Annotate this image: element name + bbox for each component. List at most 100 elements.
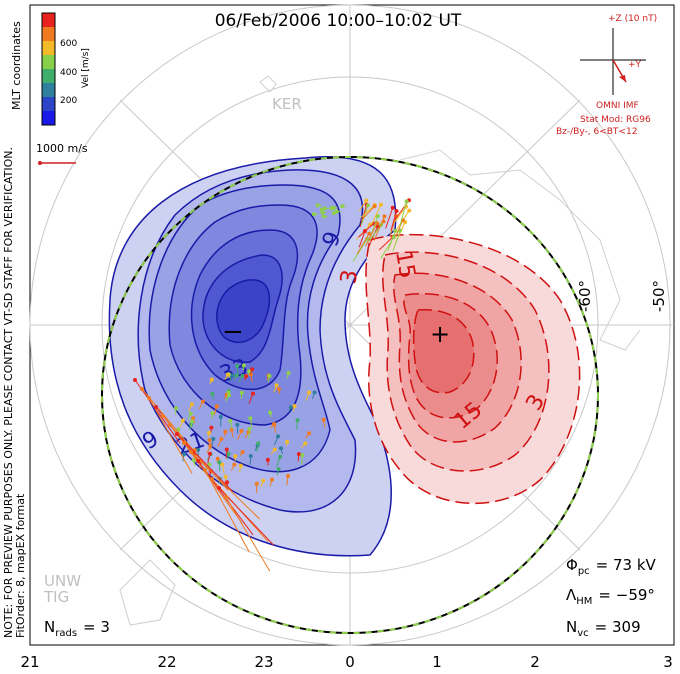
velocity-vector-dot (278, 446, 283, 451)
mlt-axis: 21 22 23 0 1 2 3 (20, 653, 672, 671)
velocity-vector-dot (319, 207, 324, 212)
velocity-vector (360, 205, 375, 222)
lambda-hm-sub: HM (576, 596, 592, 607)
velocity-vector-dot (321, 417, 326, 422)
velocity-vector-dot (182, 441, 186, 445)
velocity-vector-dot (219, 436, 224, 441)
velocity-vector (183, 442, 243, 524)
colorbar-tick-400: 400 (60, 68, 77, 78)
n-rads-symbol: N (44, 618, 55, 636)
velocity-vector-dot (207, 451, 212, 456)
velocity-vector-dot (254, 481, 259, 486)
velocity-vector-dot (211, 436, 216, 441)
velocity-vector-dot (154, 405, 158, 409)
velocity-vector (358, 200, 367, 212)
imf-y-label: +Y (628, 60, 642, 70)
velocity-vector-dot (268, 410, 273, 415)
velocity-vector-dot (250, 391, 255, 396)
island-ker (259, 75, 277, 93)
velocity-vector (385, 207, 394, 229)
velocity-vector-dot (209, 425, 214, 430)
colorbar-band (42, 111, 55, 126)
velocity-vector-dot (267, 373, 272, 378)
velocity-vector-dot (246, 430, 251, 435)
velocity-vector-dot (307, 390, 312, 395)
phi-pc-sub: pc (578, 566, 590, 577)
velocity-vector-dot (292, 403, 297, 408)
colorbar-band (42, 83, 55, 98)
velocity-vector-dot (274, 383, 279, 388)
positive-contour-5 (412, 309, 475, 394)
velocity-vector-dot (394, 209, 399, 214)
velocity-vector-dot (378, 202, 383, 207)
lambda-hm-symbol: Λ (566, 586, 577, 604)
negative-contour-7 (216, 279, 271, 343)
velocity-vector-dot (288, 405, 293, 410)
velocity-vector-dot (240, 449, 245, 454)
map-title: 06/Feb/2006 10:00–10:02 UT (215, 11, 462, 31)
velocity-vector-dot (220, 462, 225, 467)
velocity-vector (390, 210, 398, 231)
velocity-vector-dot (161, 414, 165, 418)
velocity-vector-dot (382, 214, 387, 219)
lambda-hm-value: = −59° (598, 586, 655, 604)
lambda-hm-stat: ΛHM = −59° (566, 586, 655, 607)
colorbar-label: Vel [m/s] (81, 48, 91, 88)
n-vc-sub: vc (577, 628, 588, 639)
velocity-vector-dot (225, 372, 230, 377)
colorbar-band (42, 55, 55, 70)
colorbar-frame (41, 12, 56, 126)
velocity-vector-dot (228, 419, 233, 424)
velocity-vector-dot (407, 208, 412, 213)
velocity-vector-dot (250, 367, 255, 372)
velocity-vector-dot (239, 428, 244, 433)
velocity-vector (176, 433, 233, 492)
potential-max-marker: + (430, 320, 450, 348)
colorbar-band (42, 27, 55, 42)
colorbar-tick-200: 200 (60, 96, 77, 106)
coastline-east (399, 149, 641, 351)
mlt-label-3: 3 (663, 653, 673, 671)
imf-z-label: +Z (10 nT) (608, 14, 657, 24)
velocity-vector-dot (235, 422, 240, 427)
velocity-vector-dot (375, 214, 380, 219)
velocity-vector-dot (215, 456, 220, 461)
velocity-vector-dot (234, 373, 239, 378)
mlt-label-2: 2 (530, 653, 540, 671)
velocity-vector-dot (224, 447, 229, 452)
velocity-vector-dot (235, 364, 240, 369)
velocity-vector-dot (276, 467, 281, 472)
velocity-vector-dot (225, 480, 230, 485)
velocity-vector (392, 230, 401, 252)
velocity-vector-dot (340, 204, 345, 209)
imf-panel: +Z (10 nT) +Y OMNI IMF Stat Mod: RG96 Bz… (556, 14, 657, 137)
velocity-vector-dot (315, 203, 320, 208)
velocity-vector-dot (247, 369, 252, 374)
velocity-vector-dot (147, 396, 151, 400)
velocity-vector-dot (295, 418, 300, 423)
n-rads-stat: Nrads = 3 (44, 618, 110, 639)
colorbar-band (42, 69, 55, 84)
velocity-vector (395, 220, 404, 237)
velocity-vector (387, 230, 396, 252)
velocity-vector (148, 397, 193, 474)
velocity-vector (365, 222, 378, 247)
station-unw: UNW (44, 572, 81, 590)
velocity-vector-dot (233, 454, 238, 459)
stat-model: Stat Mod: RG96 (580, 115, 651, 125)
velocity-vector-dot (223, 429, 228, 434)
mlt-coordinates-label: MLT coordinates (10, 21, 23, 110)
positive-cell (365, 233, 581, 505)
station-ker: KER (272, 95, 302, 113)
velocity-vector (356, 233, 370, 255)
velocity-colorbar: 600 400 200 Vel [m/s] (41, 12, 91, 126)
preview-note: NOTE: FOR PREVIEW PURPOSES ONLY. PLEASE … (2, 147, 15, 638)
velocity-vector-dot (168, 423, 172, 427)
velocity-vector-dot (247, 426, 252, 431)
velocity-vector-dot (217, 486, 221, 490)
mlt-label-0: 0 (345, 653, 355, 671)
velocity-vector-dot (174, 406, 179, 411)
n-rads-sub: rads (55, 628, 77, 639)
velocity-vector-dot (210, 391, 215, 396)
